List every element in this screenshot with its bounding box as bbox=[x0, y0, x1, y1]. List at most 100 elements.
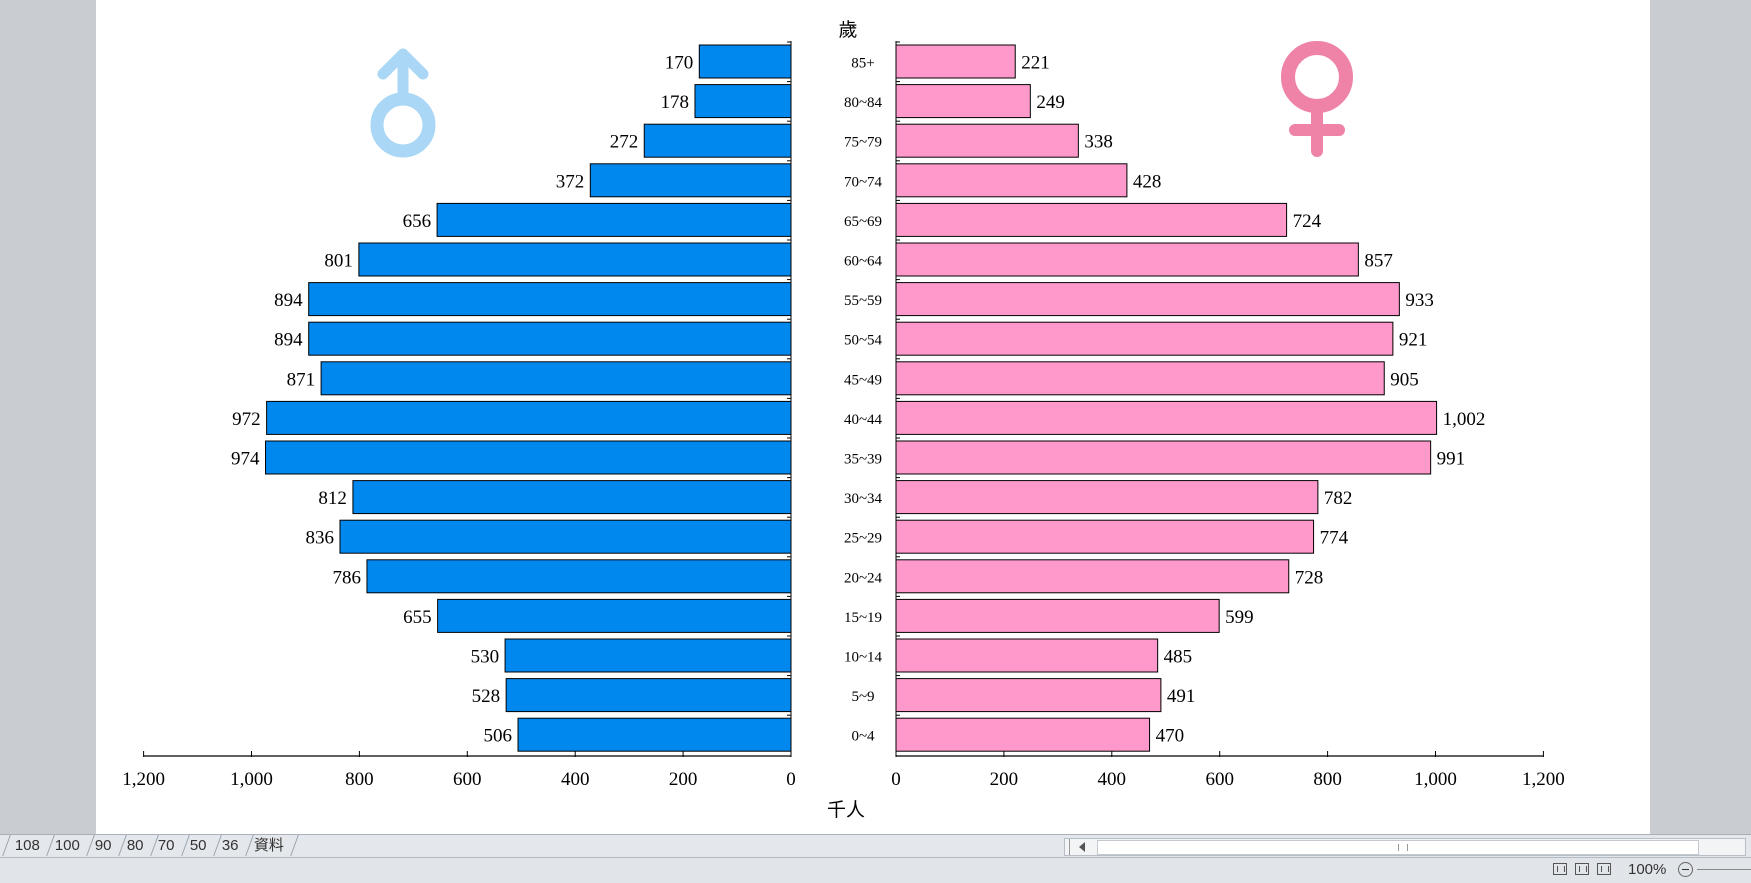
female-bar-label: 857 bbox=[1364, 251, 1393, 272]
sheet-tab-label: 80 bbox=[126, 837, 144, 854]
age-group-label: 85+ bbox=[851, 56, 874, 72]
male-x-tick-label: 600 bbox=[453, 769, 482, 790]
female-x-tick-label: 200 bbox=[990, 769, 1019, 790]
male-bar bbox=[698, 44, 792, 79]
female-x-tick-label: 0 bbox=[891, 769, 901, 790]
male-bar bbox=[339, 519, 792, 554]
male-bar-label: 170 bbox=[665, 53, 694, 74]
x-axis-title: 千人 bbox=[827, 799, 865, 821]
age-axis-title: 歲 bbox=[838, 19, 857, 41]
male-bar-label: 506 bbox=[484, 726, 513, 747]
male-bar-label: 871 bbox=[287, 369, 316, 390]
male-bar bbox=[505, 678, 792, 713]
male-bar bbox=[517, 717, 792, 752]
female-symbol-icon bbox=[1281, 41, 1353, 157]
female-bar-label: 782 bbox=[1324, 488, 1353, 509]
male-bar bbox=[320, 361, 792, 396]
male-bar bbox=[358, 242, 792, 277]
male-bar bbox=[643, 123, 792, 158]
sheet-tab[interactable]: 資料 bbox=[241, 835, 299, 856]
male-bar bbox=[352, 480, 792, 515]
male-x-tick-label: 1,000 bbox=[230, 769, 273, 790]
female-x-tick-label: 400 bbox=[1098, 769, 1127, 790]
sheet-tab-label: 70 bbox=[158, 837, 175, 854]
female-x-tick-label: 1,000 bbox=[1414, 769, 1457, 790]
female-bar-label: 921 bbox=[1399, 330, 1428, 351]
age-group-label: 80~84 bbox=[844, 95, 883, 111]
age-group-label: 15~19 bbox=[844, 610, 882, 626]
female-bar-label: 338 bbox=[1084, 132, 1113, 153]
zoom-out-icon[interactable] bbox=[1678, 862, 1693, 877]
age-group-label: 35~39 bbox=[844, 452, 882, 468]
male-bar-label: 528 bbox=[472, 686, 501, 707]
male-x-tick-label: 400 bbox=[561, 769, 590, 790]
male-bar-label: 530 bbox=[471, 647, 500, 668]
scroll-split-handle[interactable] bbox=[1065, 839, 1070, 855]
female-bar-label: 728 bbox=[1295, 567, 1324, 588]
male-bar-label: 894 bbox=[274, 330, 303, 351]
male-x-tick-label: 800 bbox=[345, 769, 374, 790]
female-bar-label: 470 bbox=[1156, 726, 1185, 747]
male-bar-label: 178 bbox=[660, 92, 689, 113]
male-bar bbox=[589, 163, 792, 198]
page-layout-view-icon[interactable] bbox=[1575, 863, 1589, 875]
male-bar-label: 974 bbox=[231, 449, 260, 470]
horizontal-scrollbar[interactable] bbox=[1064, 838, 1746, 856]
normal-view-icon[interactable] bbox=[1553, 863, 1567, 875]
scroll-grip-icon bbox=[1398, 844, 1408, 851]
zoom-slider[interactable] bbox=[1697, 869, 1751, 870]
sheet-tab-label: 資料 bbox=[253, 837, 284, 854]
female-bar bbox=[895, 598, 1220, 633]
male-bar bbox=[265, 440, 792, 475]
scroll-thumb[interactable] bbox=[1097, 840, 1699, 855]
male-bar-label: 272 bbox=[610, 132, 639, 153]
female-bar-label: 933 bbox=[1405, 290, 1434, 311]
sheet-tab-label: 90 bbox=[94, 837, 112, 854]
female-x-tick-label: 1,200 bbox=[1522, 769, 1565, 790]
female-bar bbox=[895, 361, 1385, 396]
female-bar-label: 1,002 bbox=[1443, 409, 1486, 430]
sheet-tab-label: 50 bbox=[189, 837, 207, 854]
female-bar bbox=[895, 321, 1394, 356]
female-bar bbox=[895, 44, 1016, 79]
male-bar bbox=[694, 84, 792, 119]
female-bar bbox=[895, 202, 1288, 237]
female-bar bbox=[895, 242, 1359, 277]
female-bar-label: 249 bbox=[1036, 92, 1065, 113]
female-bar-label: 905 bbox=[1390, 369, 1419, 390]
population-pyramid-chart: 歲 千人 170 178 272 372 656 801 894 894 871 972 974 81… bbox=[122, 19, 1565, 821]
male-bar-label: 836 bbox=[305, 528, 334, 549]
page-break-view-icon[interactable] bbox=[1597, 863, 1611, 875]
male-bar-label: 972 bbox=[232, 409, 261, 430]
female-x-tick-label: 800 bbox=[1313, 769, 1342, 790]
age-group-label: 20~24 bbox=[844, 570, 883, 586]
male-x-tick-label: 0 bbox=[786, 769, 796, 790]
female-bar bbox=[895, 123, 1079, 158]
female-bar bbox=[895, 84, 1031, 119]
age-group-label: 60~64 bbox=[844, 254, 883, 270]
female-bar-label: 724 bbox=[1293, 211, 1322, 232]
age-group-label: 40~44 bbox=[844, 412, 883, 428]
female-bar bbox=[895, 717, 1151, 752]
male-bar bbox=[437, 598, 792, 633]
male-bar-label: 801 bbox=[324, 251, 353, 272]
male-bar bbox=[366, 559, 792, 594]
female-bar-label: 991 bbox=[1437, 449, 1466, 470]
female-bar-label: 428 bbox=[1133, 171, 1162, 192]
age-group-label: 45~49 bbox=[844, 372, 882, 388]
zoom-level[interactable]: 100% bbox=[1628, 861, 1667, 878]
male-symbol-icon bbox=[370, 48, 436, 158]
male-x-tick-label: 1,200 bbox=[122, 769, 165, 790]
age-group-label: 55~59 bbox=[844, 293, 882, 309]
female-bar-label: 599 bbox=[1225, 607, 1254, 628]
female-bar-label: 774 bbox=[1320, 528, 1349, 549]
age-group-label: 50~54 bbox=[844, 333, 883, 349]
male-bar-label: 894 bbox=[274, 290, 303, 311]
age-group-label: 10~14 bbox=[844, 650, 883, 666]
male-bar bbox=[436, 202, 792, 237]
age-group-label: 75~79 bbox=[844, 135, 882, 151]
scroll-left-arrow-icon[interactable] bbox=[1079, 842, 1085, 852]
male-x-tick-label: 200 bbox=[669, 769, 698, 790]
male-bar-label: 786 bbox=[332, 567, 361, 588]
female-bar bbox=[895, 440, 1432, 475]
